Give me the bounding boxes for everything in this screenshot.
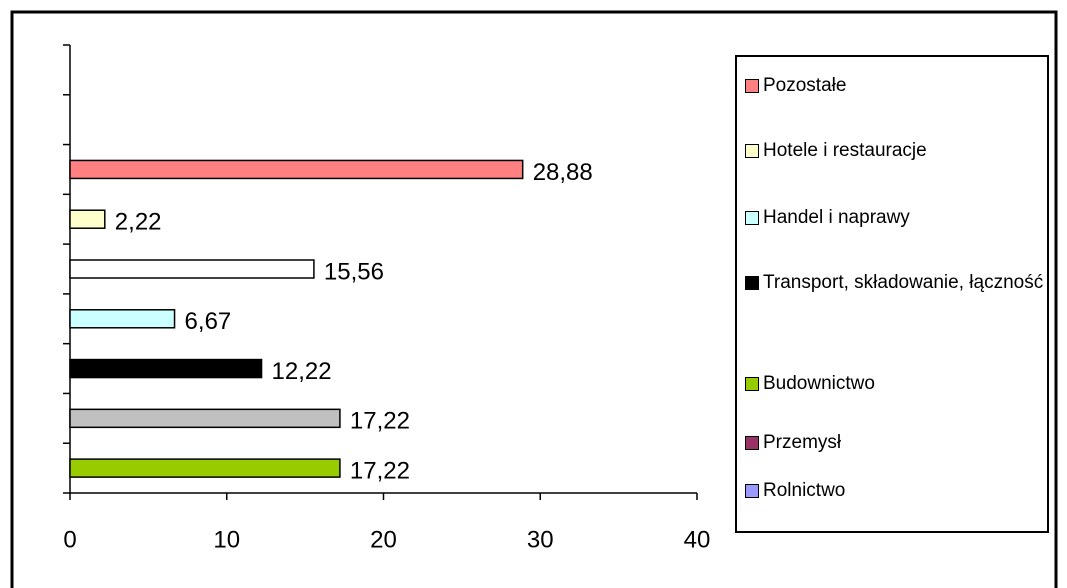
legend-swatch bbox=[745, 436, 759, 450]
legend-entry: Przemysł bbox=[745, 432, 1045, 454]
legend-label: Transport, składowanie, łączność bbox=[763, 272, 1044, 293]
legend-entry: Transport, składowanie, łączność bbox=[745, 272, 1045, 294]
bar bbox=[69, 458, 341, 478]
x-tick-label: 20 bbox=[370, 526, 397, 553]
x-tick-label: 30 bbox=[527, 526, 554, 553]
frame bbox=[10, 10, 1058, 588]
bar bbox=[69, 159, 524, 180]
bar bbox=[69, 259, 315, 279]
legend-swatch bbox=[745, 377, 759, 391]
legend-label: Budownictwo bbox=[763, 373, 875, 394]
legend-entry: Pozostałe bbox=[745, 75, 1045, 97]
bar bbox=[69, 209, 106, 229]
legend-entry: Rolnictwo bbox=[745, 480, 1045, 502]
legend: Pozostałe Hotele i restauracje Handel i na… bbox=[735, 55, 1049, 533]
legend-label: Handel i naprawy bbox=[763, 207, 910, 228]
legend-entry: Hotele i restauracje bbox=[745, 140, 1045, 162]
x-tick-label: 10 bbox=[213, 526, 240, 553]
x-tick-label: 0 bbox=[63, 526, 76, 553]
legend-label: Hotele i restauracje bbox=[763, 140, 927, 161]
value-label: 28,88 bbox=[533, 159, 593, 186]
value-label: 17,22 bbox=[350, 408, 410, 435]
legend-label: Pozostałe bbox=[763, 75, 847, 96]
value-label: 12,22 bbox=[272, 358, 332, 385]
bar bbox=[69, 358, 263, 379]
legend-swatch bbox=[745, 211, 759, 225]
bar bbox=[69, 408, 341, 429]
value-label: 2,22 bbox=[115, 209, 162, 236]
bar bbox=[69, 309, 176, 329]
value-label: 15,56 bbox=[324, 258, 384, 285]
legend-entry: Handel i naprawy bbox=[745, 207, 1045, 229]
value-label: 17,22 bbox=[350, 457, 410, 484]
legend-label: Rolnictwo bbox=[763, 480, 846, 501]
legend-swatch bbox=[745, 79, 759, 93]
legend-swatch bbox=[745, 144, 759, 158]
legend-swatch bbox=[745, 276, 759, 290]
legend-entry: Budownictwo bbox=[745, 373, 1045, 395]
legend-label: Przemysł bbox=[763, 432, 842, 453]
legend-swatch bbox=[745, 484, 759, 498]
x-tick-label: 40 bbox=[684, 526, 711, 553]
value-label: 6,67 bbox=[185, 308, 232, 335]
